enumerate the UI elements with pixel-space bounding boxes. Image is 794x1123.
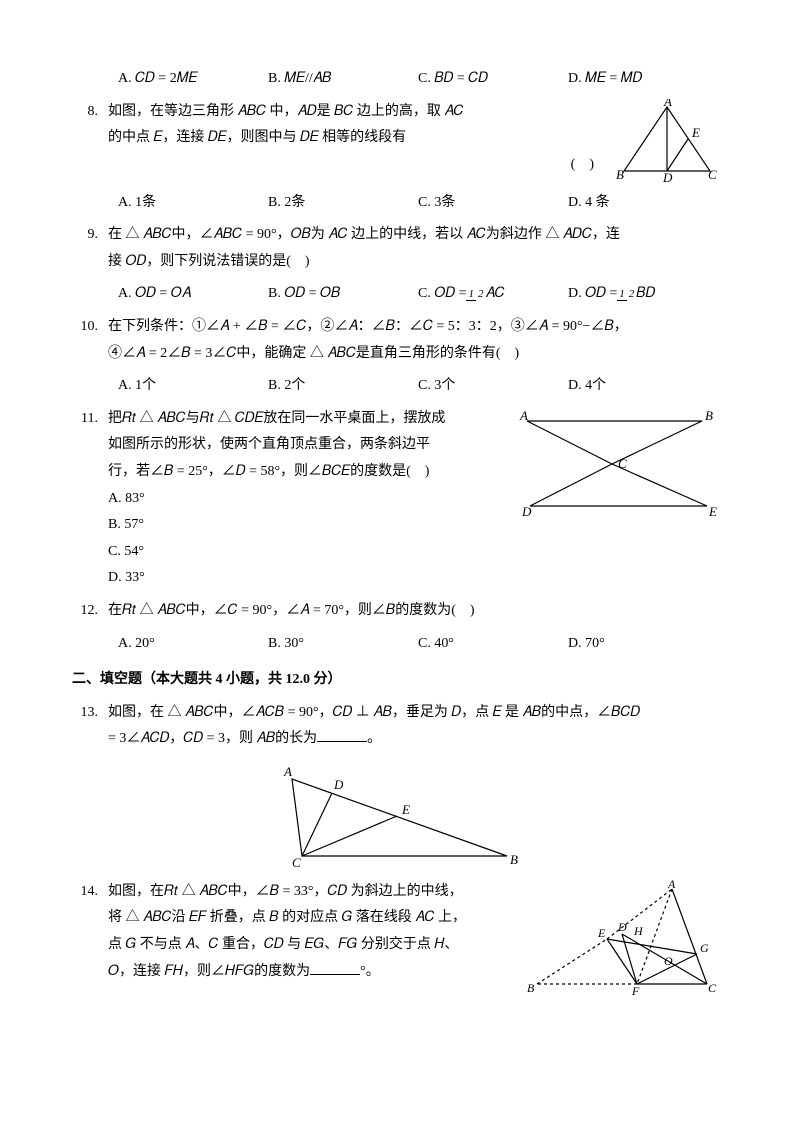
q12-opt-b: B. 30° [268, 631, 418, 658]
q7-opt-b: B. 𝑀𝐸//𝐴𝐵 [268, 66, 418, 93]
q11-opt-d: D. 33° [108, 565, 504, 592]
q13: 13. 如图，在 △ 𝐴𝐵𝐶中，∠𝐴𝐶𝐵 = 90°，𝐶𝐷 ⊥ 𝐴𝐵，垂足为 𝐷… [72, 700, 722, 753]
q7-opt-c: C. 𝐵𝐷 = 𝐶𝐷 [418, 66, 568, 93]
q14-figure: A B C D E F G H O [522, 879, 722, 999]
q13-blank [317, 728, 367, 742]
q8-opt-c: C. 3条 [418, 190, 568, 217]
svg-text:D: D [662, 170, 673, 184]
q9-line1: 在 △ 𝐴𝐵𝐶中，∠𝐴𝐵𝐶 = 90°，𝑂𝐵为 𝐴𝐶 边上的中线，若以 𝐴𝐶为斜… [108, 222, 722, 249]
q10-opt-b: B. 2个 [268, 373, 418, 400]
svg-text:C: C [708, 167, 717, 182]
q10-opt-d: D. 4个 [568, 373, 718, 400]
q14-line3: 点 𝐺 不与点 𝐴、𝐶 重合，𝐶𝐷 与 𝐸𝐺、𝐹𝐺 分别交于点 𝐻、 [108, 932, 514, 959]
q7-options: A. 𝐶𝐷 = 2𝑀𝐸 B. 𝑀𝐸//𝐴𝐵 C. 𝐵𝐷 = 𝐶𝐷 D. 𝑀𝐸 =… [72, 66, 722, 93]
q10-options: A. 1个 B. 2个 C. 3个 D. 4个 [72, 373, 722, 400]
svg-text:E: E [597, 926, 606, 940]
q7-opt-d: D. 𝑀𝐸 = 𝑀𝐷 [568, 66, 718, 93]
q11-num: 11. [72, 406, 108, 592]
q10-opt-a: A. 1个 [118, 373, 268, 400]
q8-line1: 如图，在等边三角形 𝐴𝐵𝐶 中，𝐴𝐷是 𝐵𝐶 边上的高，取 𝐴𝐶 [108, 99, 604, 126]
svg-text:A: A [519, 408, 528, 423]
svg-text:B: B [510, 852, 518, 867]
q10-num: 10. [72, 314, 108, 367]
svg-text:B: B [705, 408, 713, 423]
q11-figure: A B C D E [512, 406, 722, 592]
q9-opt-c: C. 𝑂𝐷 =12𝐴𝐶 [418, 281, 568, 308]
q12-opt-c: C. 40° [418, 631, 568, 658]
svg-text:C: C [292, 855, 301, 870]
q11: 11. 把𝑅𝑡 △ 𝐴𝐵𝐶与𝑅𝑡 △ 𝐶𝐷𝐸放在同一水平桌面上，摆放成 如图所示… [72, 406, 722, 592]
q12-num: 12. [72, 598, 108, 625]
q10-line2: ④∠𝐴 = 2∠𝐵 = 3∠𝐶中，能确定 △ 𝐴𝐵𝐶是直角三角形的条件有( ) [108, 341, 722, 368]
q14-line2: 将 △ 𝐴𝐵𝐶沿 𝐸𝐹 折叠，点 𝐵 的对应点 𝐺 落在线段 𝐴𝐶 上， [108, 905, 514, 932]
q14-num: 14. [72, 879, 108, 999]
q10-opt-c: C. 3个 [418, 373, 568, 400]
q10: 10. 在下列条件：①∠𝐴 + ∠𝐵 = ∠𝐶，②∠𝐴：∠𝐵：∠𝐶 = 5：3：… [72, 314, 722, 367]
q10-line1: 在下列条件：①∠𝐴 + ∠𝐵 = ∠𝐶，②∠𝐴：∠𝐵：∠𝐶 = 5：3：2，③∠… [108, 314, 722, 341]
q11-line1: 把𝑅𝑡 △ 𝐴𝐵𝐶与𝑅𝑡 △ 𝐶𝐷𝐸放在同一水平桌面上，摆放成 [108, 406, 504, 433]
q12-opt-a: A. 20° [118, 631, 268, 658]
q13-line2: = 3∠𝐴𝐶𝐷，𝐶𝐷 = 3，则 𝐴𝐵的长为。 [108, 726, 722, 753]
q13-figure: A D E C B [72, 761, 722, 871]
q8-paren: ( ) [108, 152, 604, 179]
q8: 8. 如图，在等边三角形 𝐴𝐵𝐶 中，𝐴𝐷是 𝐵𝐶 边上的高，取 𝐴𝐶 的中点 … [72, 99, 722, 184]
q12-text: 在𝑅𝑡 △ 𝐴𝐵𝐶中，∠𝐶 = 90°，∠𝐴 = 70°，则∠𝐵的度数为( ) [108, 598, 722, 625]
svg-text:C: C [708, 981, 717, 995]
q14-blank [310, 961, 360, 975]
q8-line2: 的中点 𝐸，连接 𝐷𝐸，则图中与 𝐷𝐸 相等的线段有 [108, 125, 604, 152]
q9-opt-a: A. 𝑂𝐷 = 𝑂𝐴 [118, 281, 268, 308]
svg-text:H: H [633, 924, 644, 938]
q9-opt-d: D. 𝑂𝐷 =12𝐵𝐷 [568, 281, 718, 308]
q14-line4: 𝑂，连接 𝐹𝐻，则∠𝐻𝐹𝐺的度数为°。 [108, 959, 514, 986]
svg-text:B: B [527, 981, 535, 995]
q14-line1: 如图，在𝑅𝑡 △ 𝐴𝐵𝐶中，∠𝐵 = 33°，𝐶𝐷 为斜边上的中线， [108, 879, 514, 906]
q9-options: A. 𝑂𝐷 = 𝑂𝐴 B. 𝑂𝐷 = 𝑂𝐵 C. 𝑂𝐷 =12𝐴𝐶 D. 𝑂𝐷 … [72, 281, 722, 308]
svg-text:E: E [691, 125, 700, 140]
q9-num: 9. [72, 222, 108, 275]
svg-text:E: E [401, 802, 410, 817]
svg-text:O: O [664, 954, 673, 968]
q11-opt-b: B. 57° [108, 512, 504, 539]
q8-opt-a: A. 1条 [118, 190, 268, 217]
q8-opt-b: B. 2条 [268, 190, 418, 217]
q11-opt-c: C. 54° [108, 539, 504, 566]
q11-line3: 行，若∠𝐵 = 25°，∠𝐷 = 58°，则∠𝐵𝐶𝐸的度数是( ) [108, 459, 504, 486]
q13-line1: 如图，在 △ 𝐴𝐵𝐶中，∠𝐴𝐶𝐵 = 90°，𝐶𝐷 ⊥ 𝐴𝐵，垂足为 𝐷，点 𝐸… [108, 700, 722, 727]
q13-num: 13. [72, 700, 108, 753]
q11-line2: 如图所示的形状，使两个直角顶点重合，两条斜边平 [108, 432, 504, 459]
svg-text:G: G [700, 941, 709, 955]
q11-opt-a: A. 83° [108, 486, 504, 513]
svg-text:D: D [617, 920, 627, 934]
q14: 14. 如图，在𝑅𝑡 △ 𝐴𝐵𝐶中，∠𝐵 = 33°，𝐶𝐷 为斜边上的中线， 将… [72, 879, 722, 999]
q9: 9. 在 △ 𝐴𝐵𝐶中，∠𝐴𝐵𝐶 = 90°，𝑂𝐵为 𝐴𝐶 边上的中线，若以 𝐴… [72, 222, 722, 275]
q12: 12. 在𝑅𝑡 △ 𝐴𝐵𝐶中，∠𝐶 = 90°，∠𝐴 = 70°，则∠𝐵的度数为… [72, 598, 722, 625]
q8-num: 8. [72, 99, 108, 184]
svg-text:A: A [283, 764, 292, 779]
q8-opt-d: D. 4 条 [568, 190, 718, 217]
q9-line2: 接 𝑂𝐷，则下列说法错误的是( ) [108, 249, 722, 276]
svg-text:F: F [631, 984, 640, 998]
svg-text:A: A [667, 879, 676, 891]
svg-text:D: D [333, 777, 344, 792]
q8-options: A. 1条 B. 2条 C. 3条 D. 4 条 [72, 190, 722, 217]
q7-opt-a: A. 𝐶𝐷 = 2𝑀𝐸 [118, 66, 268, 93]
svg-text:B: B [616, 167, 624, 182]
svg-text:C: C [618, 456, 627, 471]
svg-text:D: D [521, 504, 532, 519]
q12-opt-d: D. 70° [568, 631, 718, 658]
q9-opt-b: B. 𝑂𝐷 = 𝑂𝐵 [268, 281, 418, 308]
svg-text:E: E [708, 504, 717, 519]
q8-figure: A B C D E [612, 99, 722, 184]
svg-text:A: A [663, 99, 672, 109]
q12-options: A. 20° B. 30° C. 40° D. 70° [72, 631, 722, 658]
section-2-title: 二、填空题（本大题共 4 小题，共 12.0 分） [72, 667, 722, 694]
